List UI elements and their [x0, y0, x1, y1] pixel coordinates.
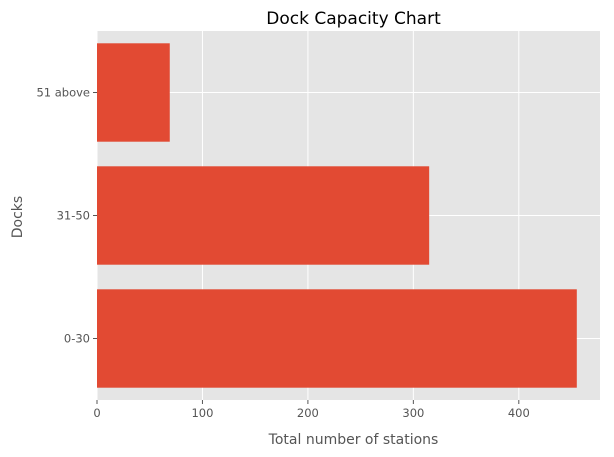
bar-51-above [97, 43, 170, 142]
bar-0-30 [97, 289, 577, 388]
bar-31-50 [97, 166, 430, 265]
y-tick-label: 31-50 [57, 209, 90, 223]
x-tick-label: 100 [191, 406, 213, 420]
y-tick-label: 51 above [36, 86, 90, 100]
bars [97, 43, 577, 388]
x-tick-label: 0 [93, 406, 100, 420]
x-tick-label: 200 [297, 406, 319, 420]
x-tick-label: 400 [508, 406, 530, 420]
x-axis-ticks: 0 100 200 300 400 [93, 400, 530, 420]
y-axis-label: Docks [10, 196, 26, 238]
x-tick-label: 300 [402, 406, 424, 420]
y-tick-label: 0-30 [64, 332, 90, 346]
chart-title: Dock Capacity Chart [266, 9, 441, 29]
y-axis-ticks: 0-30 31-50 51 above [36, 86, 97, 346]
x-axis-label: Total number of stations [268, 432, 439, 448]
